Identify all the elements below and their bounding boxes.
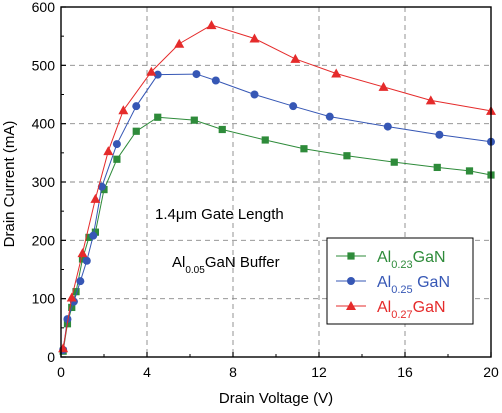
- data-point: [66, 292, 77, 302]
- subscript: 0.27: [391, 309, 412, 321]
- series-triangle: [58, 20, 496, 353]
- subscript: 0.05: [185, 265, 205, 276]
- y-tick-label: 500: [32, 57, 56, 73]
- data-point: [206, 20, 217, 30]
- data-point: [289, 102, 298, 111]
- x-tick-label: 20: [483, 364, 499, 380]
- data-point: [78, 255, 87, 263]
- x-tick-label: 4: [143, 364, 151, 380]
- data-point: [132, 127, 140, 135]
- data-point: [331, 68, 342, 78]
- text-part: GaN Buffer: [205, 254, 280, 271]
- annotation-buffer: Al0.05GaN Buffer: [172, 254, 280, 276]
- text-part: Al: [172, 254, 185, 271]
- data-point: [90, 193, 101, 203]
- x-axis-label: Drain Voltage (V): [219, 390, 333, 407]
- data-point: [211, 76, 220, 85]
- data-point: [390, 158, 398, 166]
- legend-marker: [347, 252, 355, 260]
- data-point: [465, 167, 474, 175]
- subscript: 0.25: [391, 284, 412, 296]
- data-point: [146, 66, 157, 76]
- data-point: [218, 125, 226, 134]
- data-point: [261, 136, 269, 144]
- text-part: Al: [377, 299, 391, 316]
- annotation-gate-length: 1.4μm Gate Length: [155, 206, 284, 223]
- x-tick-label: 8: [229, 364, 237, 380]
- y-tick-label: 400: [32, 116, 56, 132]
- data-point: [91, 228, 99, 236]
- text-part: Al: [377, 249, 391, 266]
- data-point: [300, 145, 308, 153]
- data-point: [383, 122, 392, 131]
- data-point: [249, 33, 260, 43]
- data-point: [103, 146, 114, 156]
- data-point: [250, 90, 259, 99]
- legend-marker: [346, 301, 356, 310]
- data-point: [433, 163, 441, 172]
- data-point: [63, 315, 72, 324]
- data-point: [290, 53, 301, 63]
- series-layer: [58, 20, 496, 355]
- data-point: [113, 155, 121, 163]
- text-part: Al: [377, 274, 391, 291]
- legend-marker: [347, 277, 355, 285]
- data-point: [85, 233, 93, 242]
- data-point: [435, 130, 444, 139]
- legend-label: Al0.23GaN: [377, 249, 446, 271]
- data-point: [325, 112, 334, 121]
- data-point: [192, 70, 201, 79]
- series-line: [62, 116, 492, 352]
- data-point: [174, 38, 185, 48]
- data-point: [425, 95, 436, 105]
- data-point: [97, 182, 106, 191]
- data-point: [112, 140, 121, 149]
- data-point: [190, 116, 198, 124]
- data-point: [153, 70, 162, 79]
- data-point: [378, 81, 389, 91]
- x-tick-label: 0: [57, 364, 65, 380]
- data-point: [89, 231, 98, 240]
- text-part: GaN: [413, 274, 450, 291]
- data-point: [118, 105, 129, 115]
- x-tick-label: 12: [311, 364, 327, 380]
- data-point: [82, 256, 91, 265]
- data-point: [77, 248, 88, 258]
- subscript: 0.23: [391, 259, 412, 271]
- y-axis-label: Drain Current (mA): [1, 121, 18, 248]
- x-tick-label: 16: [397, 364, 413, 380]
- data-point: [343, 152, 351, 160]
- text-part: GaN: [413, 249, 446, 266]
- text-part: GaN: [413, 299, 446, 316]
- data-point: [72, 288, 80, 296]
- y-tick-label: 600: [32, 0, 56, 15]
- y-tick-label: 300: [32, 174, 56, 190]
- y-tick-label: 200: [32, 232, 56, 248]
- legend-label: Al0.25 GaN: [377, 274, 450, 296]
- legend-label: Al0.27GaN: [377, 299, 446, 321]
- y-tick-label: 100: [32, 291, 56, 307]
- data-point: [76, 277, 85, 286]
- data-point: [132, 102, 141, 111]
- data-point: [154, 113, 162, 121]
- y-tick-label: 0: [47, 349, 55, 365]
